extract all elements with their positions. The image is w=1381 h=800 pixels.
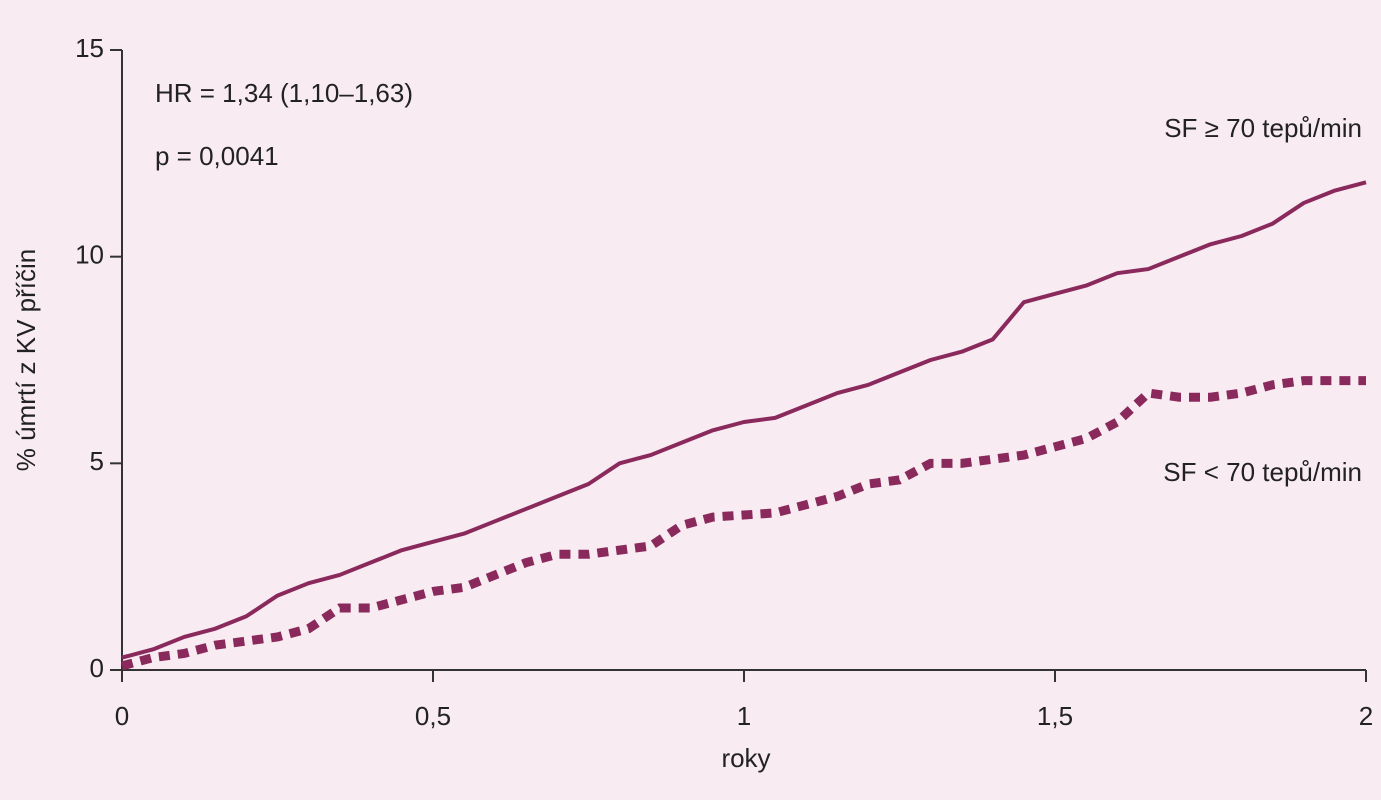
series-line [120,376,1366,671]
x-tick-label: 1,5 [1037,701,1073,731]
x-tick-label: 0 [115,701,129,731]
y-tick-label: 15 [75,33,104,63]
y-tick-label: 10 [75,240,104,270]
x-tick-label: 0,5 [415,701,451,731]
annotation: HR = 1,34 (1,10–1,63) [155,78,413,108]
x-tick-label: 2 [1359,701,1373,731]
series-label: SF < 70 tepů/min [1163,457,1362,487]
x-tick-label: 1 [737,701,751,731]
y-axis-label: % úmrtí z KV příčin [11,249,41,472]
y-tick-label: 5 [90,446,104,476]
x-axis-label: roky [721,743,770,773]
series-line [121,180,1367,660]
series-label: SF ≥ 70 tepů/min [1164,113,1362,143]
y-tick-label: 0 [90,653,104,683]
annotation: p = 0,0041 [155,141,279,171]
